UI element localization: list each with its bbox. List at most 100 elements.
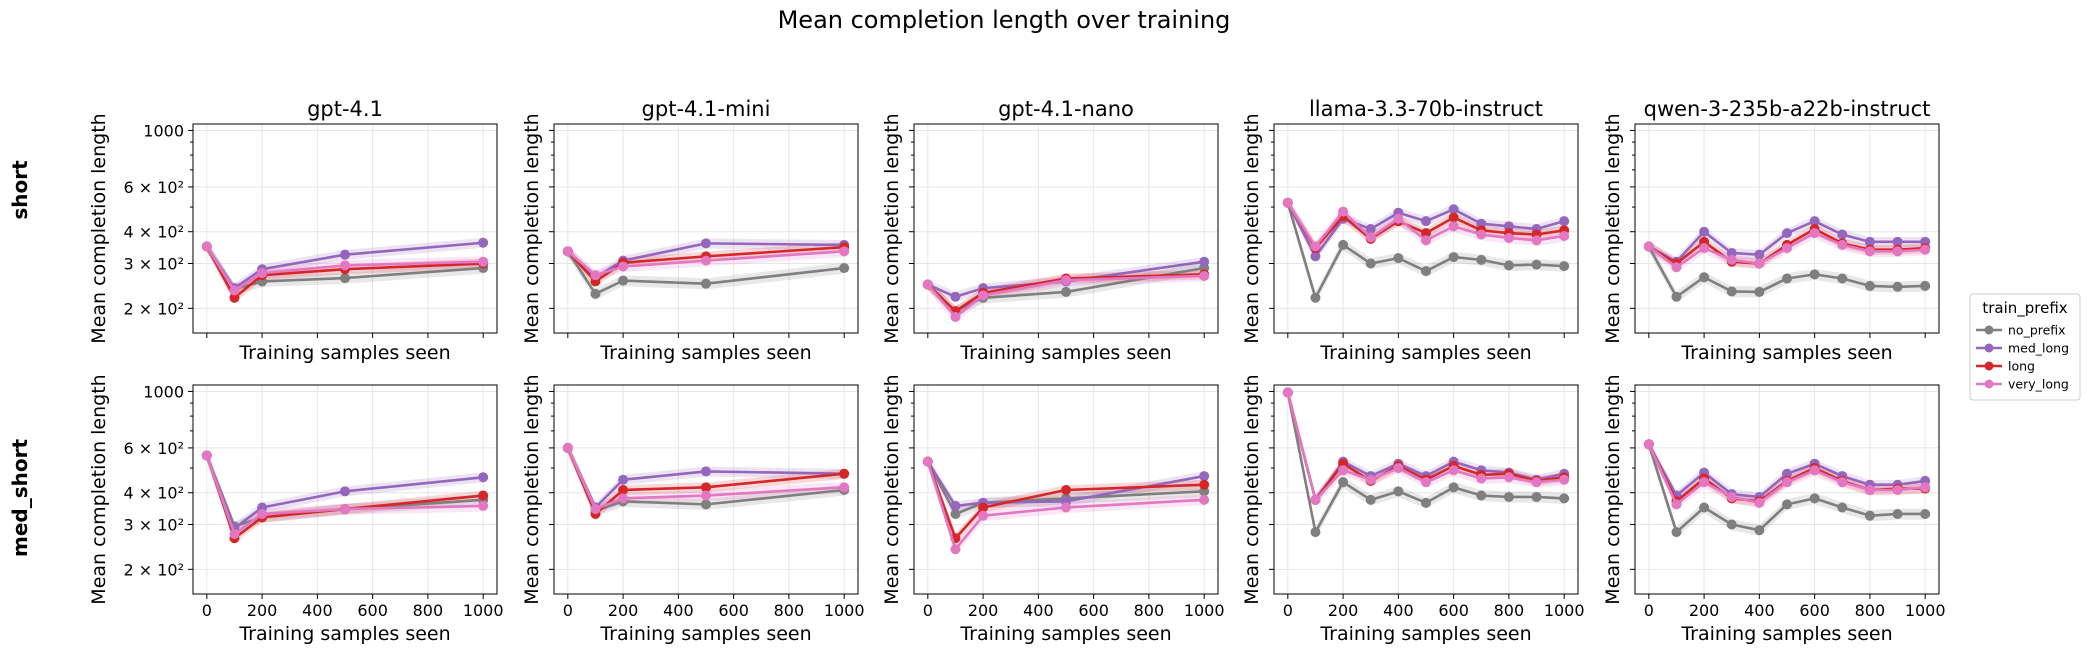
y-tick-label: 1000: [143, 121, 184, 140]
x-axis-label: Training samples seen: [959, 623, 1171, 645]
data-point-very_long: [1892, 246, 1903, 257]
data-point-very_long: [1837, 477, 1848, 488]
data-point-med_long: [478, 472, 489, 483]
data-point-no_prefix: [1559, 493, 1570, 504]
data-point-no_prefix: [1782, 273, 1792, 284]
legend-entry-very_long: very_long: [1976, 377, 2069, 392]
y-tick-label: 4 × 10²: [123, 223, 184, 242]
data-point-very_long: [1671, 262, 1682, 273]
subplot-4: llama-3.3-70b-instruct Training samples s…: [1241, 97, 1579, 364]
figure-title: Mean completion length over training: [778, 6, 1231, 34]
data-point-no_prefix: [1726, 519, 1737, 530]
data-point-med_long: [701, 466, 711, 477]
legend-label: very_long: [2008, 377, 2069, 392]
x-tick-label: 800: [1494, 601, 1525, 620]
data-point-no_prefix: [1531, 491, 1542, 502]
data-point-no_prefix: [1837, 273, 1848, 284]
y-axis-label: Mean completion length: [1602, 374, 1624, 604]
x-tick-label: 600: [1799, 601, 1830, 620]
y-axis-label: Mean completion length: [881, 113, 903, 343]
data-point-no_prefix: [1754, 525, 1765, 536]
x-axis-label: Training samples seen: [959, 342, 1171, 364]
data-point-no_prefix: [1699, 272, 1710, 283]
data-point-med_long: [1365, 223, 1376, 234]
data-point-very_long: [978, 510, 989, 521]
data-point-long: [1061, 484, 1071, 495]
data-point-no_prefix: [1671, 527, 1682, 538]
legend-marker: [1984, 343, 1994, 353]
series-band-very_long: [206, 450, 484, 540]
data-point-med_long: [1699, 226, 1710, 237]
data-point-no_prefix: [1782, 499, 1792, 510]
data-point-no_prefix: [1699, 502, 1710, 513]
data-point-no_prefix: [1837, 502, 1848, 513]
subplot-8: 0 200 400 600 800 1000 Training samples seen Me…: [881, 374, 1225, 645]
y-tick-label: 1000: [143, 382, 184, 401]
data-point-very_long: [257, 508, 268, 519]
data-point-very_long: [1559, 474, 1570, 485]
axes-frame: [913, 123, 1219, 334]
data-point-med_long: [1199, 256, 1210, 267]
data-point-no_prefix: [1892, 508, 1903, 519]
series-band-long: [206, 450, 484, 544]
data-point-very_long: [839, 246, 850, 257]
x-tick-label: 0: [923, 601, 933, 620]
x-tick-label: 600: [1078, 601, 1109, 620]
x-tick-label: 200: [1328, 601, 1359, 620]
data-point-med_long: [1310, 251, 1321, 262]
x-tick-label: 400: [1023, 601, 1054, 620]
data-point-very_long: [478, 500, 489, 511]
data-point-long: [1421, 228, 1431, 239]
axes-frame: [192, 123, 498, 334]
x-tick-label: 0: [202, 601, 212, 620]
x-tick-label: 0: [1283, 601, 1293, 620]
x-tick-label: 400: [302, 601, 333, 620]
x-tick-label: 200: [968, 601, 999, 620]
x-tick-label: 200: [608, 601, 639, 620]
x-tick-label: 1000: [824, 601, 865, 620]
data-point-med_long: [701, 238, 711, 249]
x-tick-label: 1000: [1544, 601, 1585, 620]
series-band-no_prefix: [1287, 197, 1565, 304]
axes-frame: [1634, 384, 1940, 595]
axes-frame: [553, 123, 859, 334]
subplot-9: 0 200 400 600 800 1000 Training samples seen Me…: [1241, 374, 1585, 645]
x-axis-label: Training samples seen: [1319, 342, 1531, 364]
data-point-very_long: [1199, 270, 1210, 281]
data-point-no_prefix: [1503, 491, 1514, 502]
data-point-very_long: [1365, 232, 1376, 243]
data-point-very_long: [1726, 254, 1737, 265]
data-point-very_long: [590, 270, 601, 281]
data-point-very_long: [257, 268, 268, 279]
data-point-long: [1199, 479, 1210, 490]
data-point-very_long: [701, 255, 711, 266]
data-point-very_long: [1503, 232, 1514, 243]
x-tick-label: 800: [1855, 601, 1886, 620]
y-tick-label: 3 × 10²: [123, 516, 184, 535]
data-point-very_long: [1476, 229, 1487, 240]
data-point-very_long: [1338, 465, 1349, 476]
data-point-med_long: [1754, 249, 1765, 260]
data-point-very_long: [1892, 484, 1903, 495]
data-point-no_prefix: [1726, 286, 1737, 297]
data-point-no_prefix: [839, 263, 850, 274]
data-point-no_prefix: [1476, 490, 1487, 501]
data-point-very_long: [1920, 244, 1931, 255]
series-band-very_long: [1287, 197, 1565, 253]
x-axis-label: Training samples seen: [238, 342, 450, 364]
x-tick-label: 400: [663, 601, 694, 620]
subplot-3: gpt-4.1-nano Training samples seen Mean co…: [881, 97, 1219, 364]
data-point-med_long: [1782, 228, 1792, 239]
data-point-no_prefix: [1864, 510, 1875, 521]
series-band-very_long: [1287, 387, 1565, 506]
data-point-very_long: [1448, 221, 1459, 232]
data-point-very_long: [1061, 275, 1071, 286]
y-axis-label: Mean completion length: [1241, 113, 1263, 343]
y-tick-label: 4 × 10²: [123, 484, 184, 503]
legend-title: train_prefix: [1982, 299, 2067, 318]
data-point-very_long: [1754, 497, 1765, 508]
data-point-very_long: [1061, 502, 1071, 513]
data-point-med_long: [1782, 468, 1792, 479]
data-point-very_long: [1199, 494, 1210, 505]
